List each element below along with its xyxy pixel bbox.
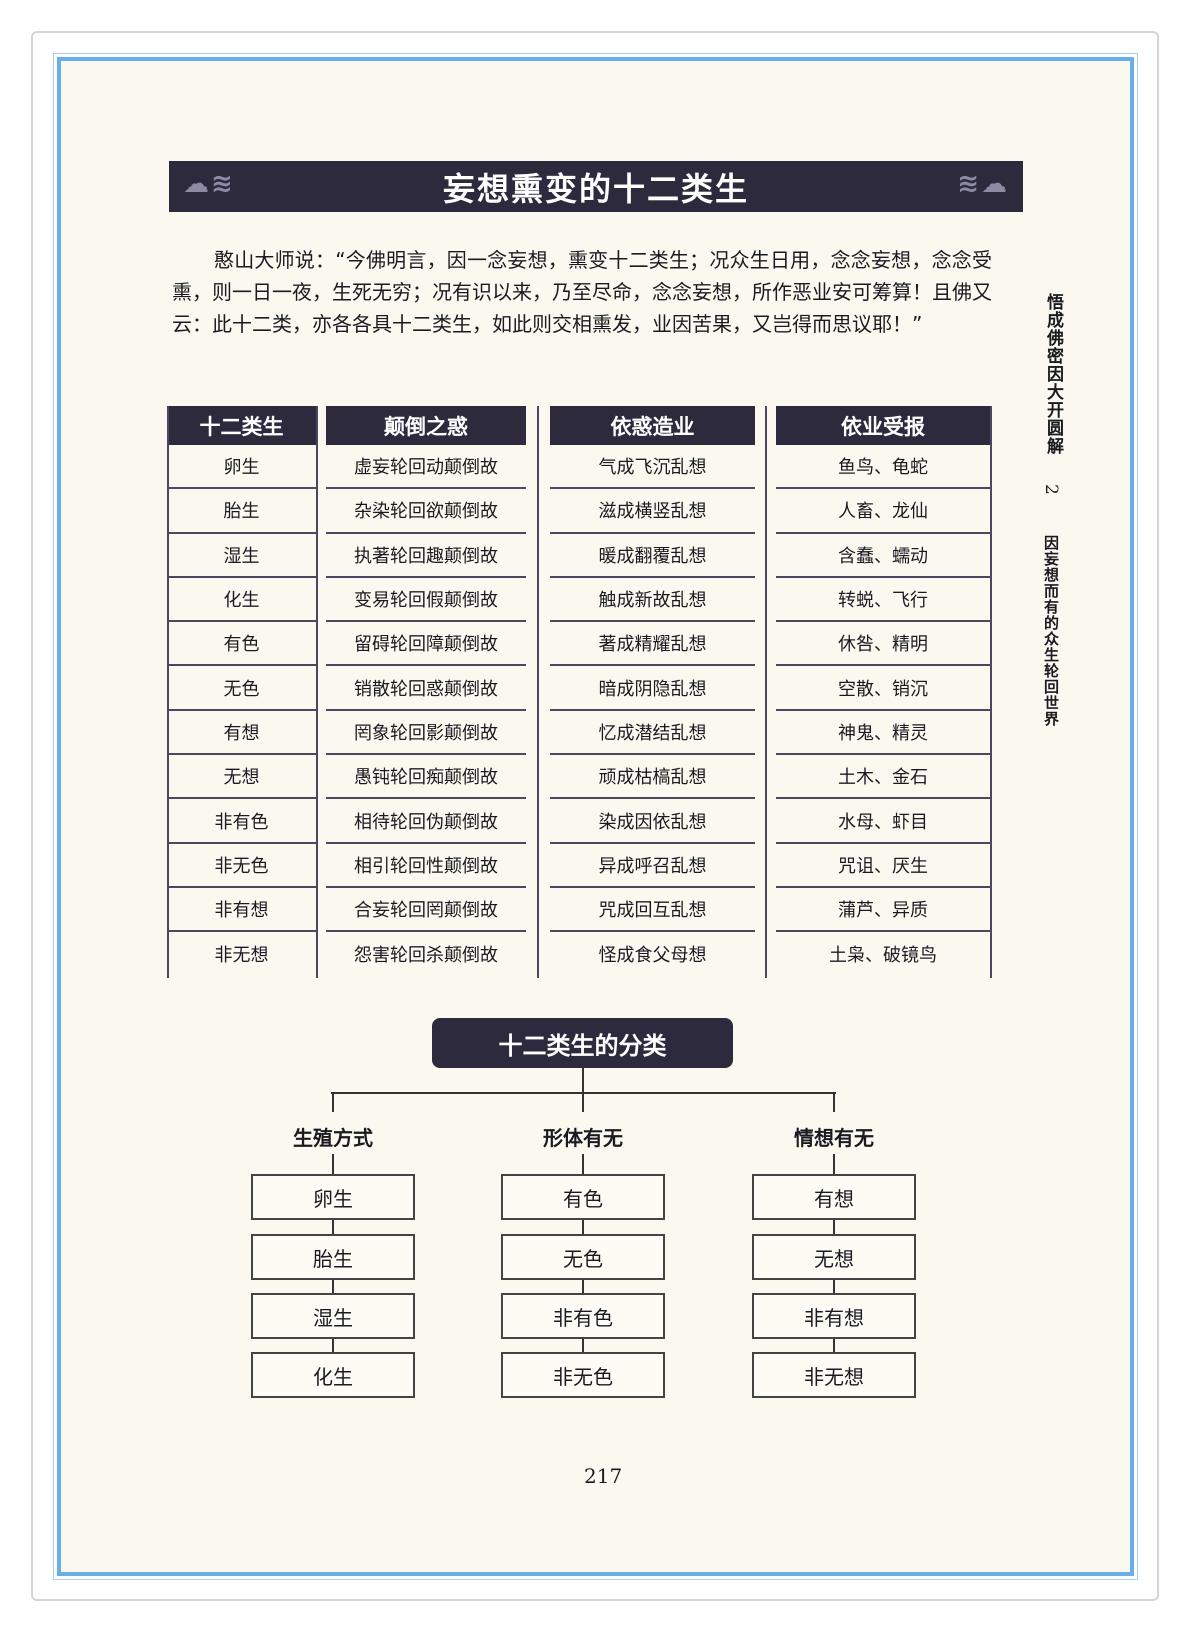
- table-cell: 鱼鸟、龟蛇: [776, 445, 990, 490]
- running-head-chapter-title: 因妄想而有的众生轮回世界: [1042, 535, 1060, 727]
- table-border: [167, 406, 169, 978]
- tree-connector: [332, 1092, 334, 1112]
- table-cell: 相待轮回伪颠倒故: [326, 799, 526, 844]
- tree-connector: [582, 1068, 584, 1093]
- table-cell: 胎生: [167, 489, 316, 534]
- table-border: [990, 406, 992, 978]
- table-cell: 非有想: [167, 888, 316, 933]
- table-cell: 转蜕、飞行: [776, 578, 990, 623]
- table-cell: 土木、金石: [776, 755, 990, 800]
- category-box: 有色: [501, 1174, 665, 1220]
- table-cell: 合妄轮回罔颠倒故: [326, 888, 526, 933]
- table-column: 十二类生 卵生 胎生 湿生 化生 有色 无色 有想 无想 非有色 非无色 非有想非无想: [167, 406, 316, 977]
- table-cell: 暗成阴隐乱想: [550, 666, 755, 711]
- table-cell: 水母、虾目: [776, 799, 990, 844]
- table-cell: 怪成食父母想: [598, 945, 707, 967]
- table-cell: 土枭、破镜鸟: [829, 945, 937, 967]
- intro-paragraph: 憨山大师说：“今佛明言，因一念妄想，熏变十二类生；况众生日用，念念妄想，念念受熏…: [172, 248, 992, 336]
- category-box: 有想: [752, 1174, 916, 1220]
- table-cell: 非无色: [167, 844, 316, 888]
- group-label: 情想有无: [794, 1126, 874, 1150]
- tree-connector: [833, 1092, 835, 1112]
- table-cell: 异成呼召乱想: [550, 844, 755, 888]
- category-box: 无想: [752, 1234, 916, 1280]
- category-box: 非有想: [752, 1293, 916, 1339]
- table-cell: 执著轮回趣颠倒故: [326, 534, 526, 578]
- table-cell: 留碍轮回障颠倒故: [326, 622, 526, 667]
- table-column: 颠倒之惑 虚妄轮回动颠倒故 杂染轮回欲颠倒故 执著轮回趣颠倒故 变易轮回假颠倒故 留碍轮回…: [326, 406, 526, 977]
- cloud-ornament-icon: ≋☁: [957, 169, 1009, 199]
- table-cell: 有色: [167, 622, 316, 667]
- table-column: 依业受报 鱼鸟、龟蛇 人畜、龙仙 含蠢、蠕动 转蜕、飞行 休咎、精明 空散、销沉 神鬼、精灵土…: [776, 406, 990, 977]
- table-cell: 咒诅、厌生: [776, 844, 990, 888]
- table-cell: 空散、销沉: [776, 666, 990, 711]
- table-cell: 罔象轮回影颠倒故: [326, 711, 526, 756]
- category-box: 无色: [501, 1234, 665, 1280]
- cloud-ornament-icon: ☁≋: [183, 169, 235, 199]
- category-box: 非无想: [752, 1352, 916, 1398]
- page-title: 妄想熏变的十二类生: [442, 169, 749, 208]
- running-head-chapter-no: 2: [1041, 484, 1061, 496]
- table-cell: 怨害轮回杀颠倒故: [354, 945, 498, 967]
- table-cell: 染成因依乱想: [550, 799, 755, 844]
- table-cell: 愚钝轮回痴颠倒故: [326, 755, 526, 800]
- category-box: 非无色: [501, 1352, 665, 1398]
- table-cell: 相引轮回性颠倒故: [326, 844, 526, 888]
- table-cell: 休咎、精明: [776, 622, 990, 667]
- table-cell: 含蠢、蠕动: [776, 534, 990, 578]
- category-box: 非有色: [501, 1293, 665, 1339]
- table-divider: [765, 406, 767, 978]
- table-cell: 忆成潜结乱想: [550, 711, 755, 756]
- table-divider: [316, 406, 318, 978]
- title-banner: ☁≋ 妄想熏变的十二类生 ≋☁: [169, 161, 1023, 212]
- category-box: 湿生: [251, 1293, 415, 1339]
- table-cell: 气成飞沉乱想: [550, 445, 755, 490]
- column-header: 依惑造业: [550, 406, 755, 445]
- column-header: 依业受报: [776, 406, 990, 445]
- table-cell: 著成精耀乱想: [550, 622, 755, 667]
- column-header: 颠倒之惑: [326, 406, 526, 445]
- category-box: 胎生: [251, 1234, 415, 1280]
- table-cell: 人畜、龙仙: [776, 489, 990, 534]
- page-number: 217: [584, 1464, 623, 1488]
- group-label: 生殖方式: [293, 1126, 373, 1150]
- running-head-book-title: 悟成佛密因大开圆解: [1043, 293, 1063, 455]
- table-cell: 触成新故乱想: [550, 578, 755, 623]
- column-header: 十二类生: [167, 406, 316, 445]
- group-label: 形体有无: [543, 1126, 623, 1150]
- table-cell: 非无想: [214, 945, 269, 967]
- table-cell: 虚妄轮回动颠倒故: [326, 445, 526, 490]
- category-box: 化生: [251, 1352, 415, 1398]
- table-cell: 无想: [167, 755, 316, 800]
- table-cell: 顽成枯槁乱想: [550, 755, 755, 800]
- table-cell: 化生: [167, 578, 316, 623]
- table-cell: 变易轮回假颠倒故: [326, 578, 526, 623]
- table-divider: [537, 406, 539, 978]
- table-cell: 非有色: [167, 799, 316, 844]
- table-cell: 卵生: [167, 445, 316, 490]
- table-column: 依惑造业 气成飞沉乱想 滋成横竖乱想 暖成翻覆乱想 触成新故乱想 著成精耀乱想 暗成阴隐乱想…: [550, 406, 755, 977]
- table-cell: 销散轮回惑颠倒故: [326, 666, 526, 711]
- tree-connector: [582, 1092, 584, 1112]
- category-box: 卵生: [251, 1174, 415, 1220]
- table-cell: 神鬼、精灵: [776, 711, 990, 756]
- table-cell: 湿生: [167, 534, 316, 578]
- classification-title: 十二类生的分类: [432, 1018, 733, 1068]
- table-cell: 滋成横竖乱想: [550, 489, 755, 534]
- table-cell: 蒲芦、异质: [776, 888, 990, 933]
- table-cell: 有想: [167, 711, 316, 756]
- table-cell: 杂染轮回欲颠倒故: [326, 489, 526, 534]
- table-cell: 无色: [167, 666, 316, 711]
- table-cell: 咒成回互乱想: [550, 888, 755, 933]
- table-cell: 暖成翻覆乱想: [550, 534, 755, 578]
